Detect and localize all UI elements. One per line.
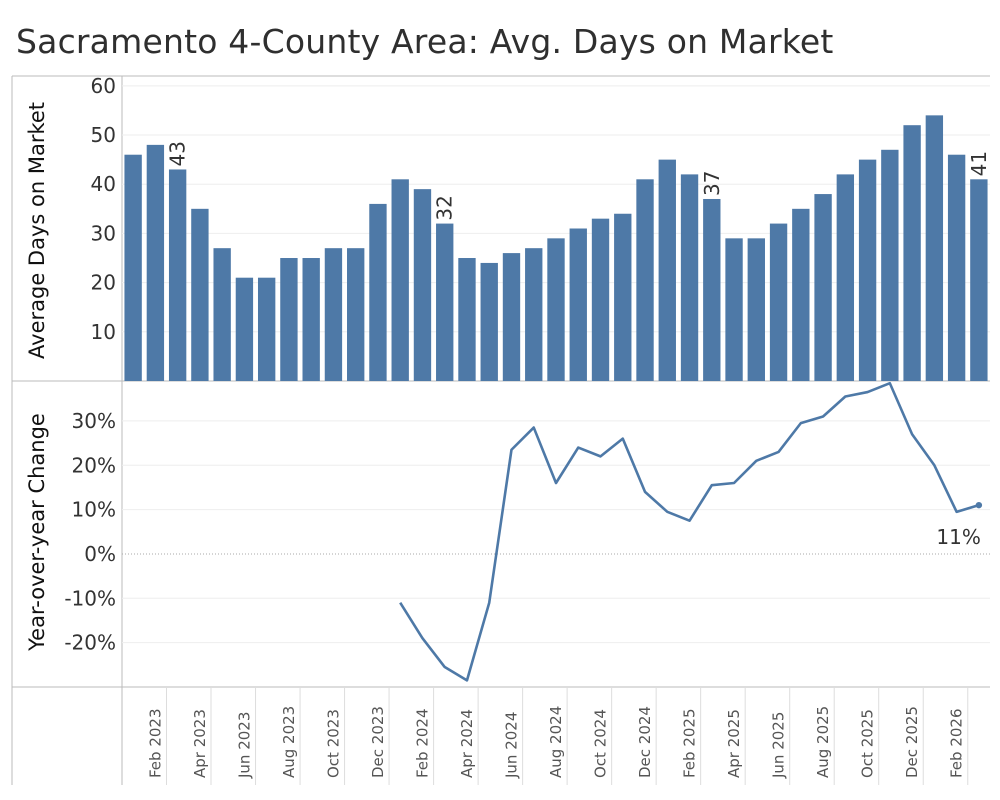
y-axis-title-bottom: Year-over-year Change (25, 413, 49, 652)
y-tick-label-top: 10 (91, 320, 116, 344)
bar (658, 159, 676, 381)
bar (680, 174, 699, 381)
yoy-end-label: 11% (936, 525, 980, 549)
y-axis-title-top: Average Days on Market (25, 102, 49, 359)
y-tick-label-top: 40 (91, 172, 116, 196)
chart-title: Sacramento 4-County Area: Avg. Days on M… (16, 22, 834, 61)
bar (703, 198, 721, 381)
bar (636, 179, 654, 381)
x-tick-label: Dec 2023 (369, 706, 387, 778)
bar (769, 223, 788, 381)
x-tick-label: Aug 2025 (814, 706, 832, 778)
x-tick-label: Feb 2023 (146, 709, 164, 779)
bar (836, 174, 855, 381)
bar (280, 258, 298, 381)
bar-data-label: 32 (433, 195, 457, 220)
yoy-series-line (399, 381, 980, 682)
bar (391, 179, 409, 381)
bar (903, 125, 921, 382)
y-tick-label-bottom: 10% (72, 498, 116, 522)
bar (413, 189, 432, 381)
x-tick-label: Jun 2025 (770, 712, 788, 779)
y-tick-label-bottom: -10% (64, 586, 116, 610)
x-tick-label: Dec 2025 (903, 706, 921, 778)
x-tick-label: Feb 2026 (948, 709, 966, 779)
y-tick-label-bottom: 30% (72, 409, 116, 433)
y-tick-label-top: 20 (91, 271, 116, 295)
y-tick-label-top: 50 (91, 123, 116, 147)
bar (591, 218, 610, 381)
bar-data-label: 41 (967, 151, 991, 176)
x-tick-label: Dec 2024 (636, 706, 654, 778)
bar (525, 248, 543, 381)
bar (324, 248, 343, 381)
bar (925, 115, 944, 382)
bar (213, 248, 231, 381)
yoy-end-point (975, 501, 983, 509)
bar-data-label: 37 (700, 171, 724, 196)
x-tick-label: Apr 2024 (458, 709, 476, 778)
bar (970, 179, 988, 381)
x-tick-label: Apr 2023 (191, 709, 209, 778)
bar (569, 228, 587, 381)
y-tick-label-top: 30 (91, 221, 116, 245)
y-tick-label-bottom: 0% (84, 542, 116, 566)
bar (502, 253, 521, 381)
bar (168, 169, 187, 381)
y-tick-label-bottom: 20% (72, 453, 116, 477)
x-tick-label: Aug 2023 (280, 706, 298, 778)
y-tick-label-bottom: -20% (64, 631, 116, 655)
bar (257, 277, 276, 381)
x-tick-label: Oct 2023 (324, 709, 342, 778)
bar (124, 154, 142, 381)
x-tick-label: Feb 2024 (413, 709, 431, 779)
x-tick-label: Oct 2024 (592, 709, 610, 778)
bar (881, 149, 899, 381)
bar (725, 238, 743, 381)
bar (458, 258, 476, 381)
bar (146, 144, 165, 381)
bar (547, 238, 565, 381)
x-tick-label: Oct 2025 (859, 709, 877, 778)
bar-data-label: 43 (166, 141, 190, 166)
bar (191, 208, 209, 381)
bar (858, 159, 877, 381)
bar (614, 213, 632, 381)
bar (436, 223, 454, 381)
bar (814, 194, 832, 381)
bar (235, 277, 254, 381)
bar (480, 262, 498, 381)
x-tick-label: Apr 2025 (725, 709, 743, 778)
bar (302, 258, 320, 381)
bar (347, 248, 365, 381)
bar (792, 208, 810, 381)
x-tick-label: Aug 2024 (547, 706, 565, 778)
bar (747, 238, 765, 381)
x-tick-label: Feb 2025 (681, 709, 699, 779)
x-tick-label: Jun 2024 (502, 712, 520, 779)
x-tick-label: Jun 2023 (235, 712, 253, 779)
y-tick-label-top: 60 (91, 74, 116, 98)
bar (369, 203, 387, 381)
bar (947, 154, 966, 381)
